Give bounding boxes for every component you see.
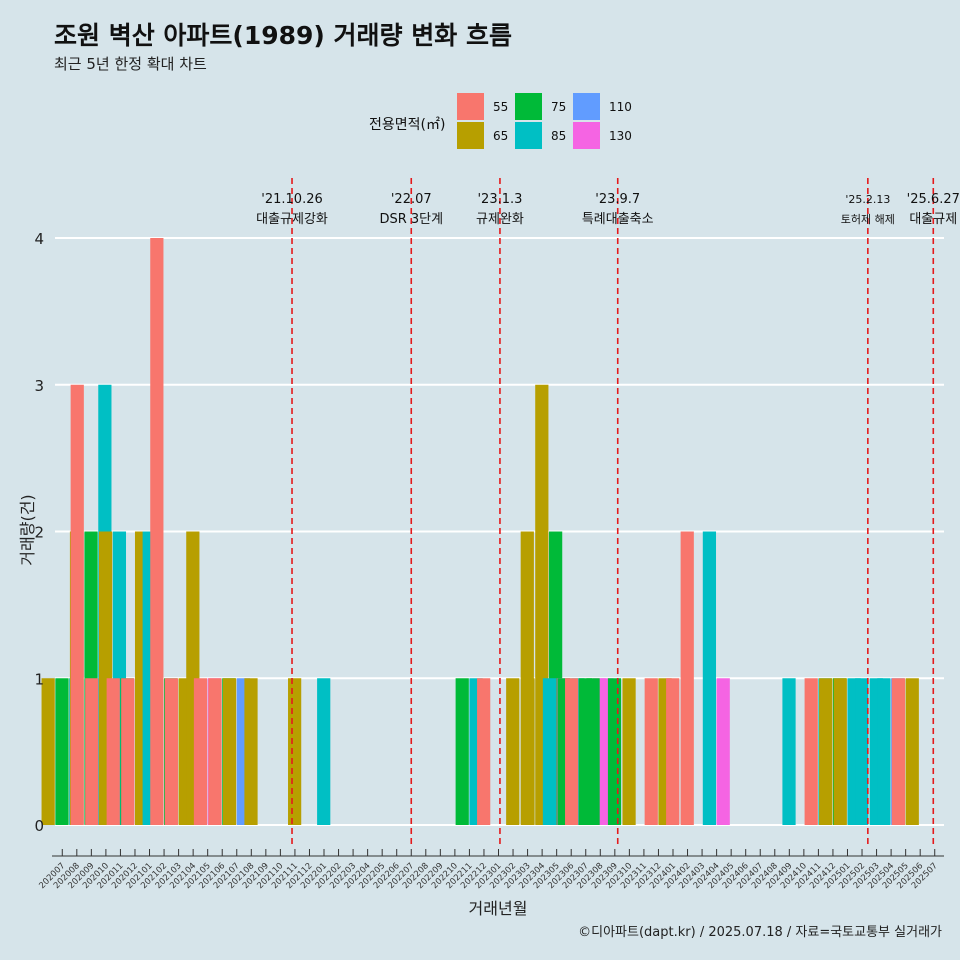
y-tick-label: 3 <box>34 377 44 395</box>
event-date-label: '25.2.13 <box>845 193 890 206</box>
event-label: 토허제 해제 <box>841 212 895 226</box>
bar-202108-65 <box>244 678 258 825</box>
bar-202106-55 <box>208 678 222 825</box>
event-date-label: '25.6.27 <box>907 192 960 207</box>
bar-202007-65 <box>41 678 55 825</box>
event-date-label: '21.10.26 <box>261 192 322 207</box>
event-date-label: '22.07 <box>391 192 432 207</box>
y-axis-title: 거래량(건) <box>18 494 37 565</box>
bar-202402-55 <box>680 531 694 825</box>
bar-202412-65 <box>819 678 833 825</box>
bar-202111-65 <box>288 678 302 825</box>
legend-swatch-75 <box>515 93 542 120</box>
bar-202009-55 <box>70 384 84 825</box>
bars <box>41 238 919 825</box>
bar-202102-55 <box>150 238 164 825</box>
event-date-label: '23.1.3 <box>477 192 522 207</box>
bar-202012-55 <box>121 678 135 825</box>
bar-202309-75 <box>607 678 622 825</box>
event-label: DSR 3단계 <box>379 212 443 227</box>
bar-202304-65 <box>521 678 535 825</box>
event-label: 규제완화 <box>476 212 524 227</box>
bar-202011-55 <box>106 678 120 825</box>
bar-202211-75 <box>455 678 469 825</box>
event-date-label: '23.9.7 <box>595 192 640 207</box>
bar-202501-65 <box>833 678 847 825</box>
legend-swatch-130 <box>573 122 600 149</box>
x-axis-title: 거래년월 <box>469 899 528 918</box>
bar-202107-65 <box>222 678 237 825</box>
axes: 0123420200720200820200920201020201120201… <box>18 230 944 918</box>
y-tick-label: 0 <box>34 817 44 835</box>
bar-202307-55 <box>565 678 579 825</box>
bar-202310-65 <box>622 678 636 825</box>
chart-title: 조원 벽산 아파트(1989) 거래량 변화 흐름 <box>54 21 512 50</box>
event-label: 특례대출축소 <box>582 212 654 227</box>
event-label: 대출규제강화 <box>256 212 328 227</box>
event-lines: '21.10.26 대출규제강화 '22.07 DSR 3단계 '23.1.3 규제완화 '… <box>256 178 960 846</box>
bar-202212-55 <box>477 678 491 825</box>
legend-label-65: 65 <box>493 129 508 143</box>
bar-202305-85 <box>542 678 557 825</box>
legend-label-130: 130 <box>609 129 632 143</box>
y-tick-label: 4 <box>34 230 44 248</box>
bar-202103-55 <box>164 678 178 825</box>
bar-202312-55 <box>644 678 658 825</box>
legend-label-85: 85 <box>551 129 566 143</box>
legend-swatch-65 <box>457 122 484 149</box>
chart-subtitle: 최근 5년 한정 확대 차트 <box>54 55 207 73</box>
bar-202308-75 <box>586 678 600 825</box>
bar-202411-55 <box>804 678 818 825</box>
bar-202201-85 <box>317 678 331 825</box>
bar-202007-75 <box>55 678 69 825</box>
bar-202505-55 <box>891 678 906 825</box>
bar-202401-55 <box>666 678 680 825</box>
legend-title: 전용면적(㎡) <box>369 117 445 133</box>
legend: 전용면적(㎡) 55 65 75 85 110 130 <box>369 93 632 149</box>
legend-label-110: 110 <box>609 100 632 114</box>
bar-202504-85 <box>877 678 891 825</box>
bar-202502-85 <box>855 678 869 825</box>
bar-202404-85 <box>702 531 717 825</box>
legend-swatch-85 <box>515 122 542 149</box>
bar-202302-65 <box>506 678 520 825</box>
legend-label-55: 55 <box>493 100 508 114</box>
legend-swatch-55 <box>457 93 484 120</box>
source-caption: ©디아파트(dapt.kr) / 2025.07.18 / 자료=국토교통부 실… <box>578 925 942 940</box>
legend-swatch-110 <box>573 93 600 120</box>
bar-202010-55 <box>85 678 99 825</box>
bar-202409-85 <box>782 678 796 825</box>
y-tick-label: 2 <box>34 524 44 542</box>
legend-label-75: 75 <box>551 100 566 114</box>
bar-202505-65 <box>905 678 919 825</box>
event-label: 대출규제 <box>909 212 957 227</box>
bar-202404-130 <box>716 678 730 825</box>
bar-202105-55 <box>193 678 208 825</box>
y-tick-label: 1 <box>34 670 44 688</box>
